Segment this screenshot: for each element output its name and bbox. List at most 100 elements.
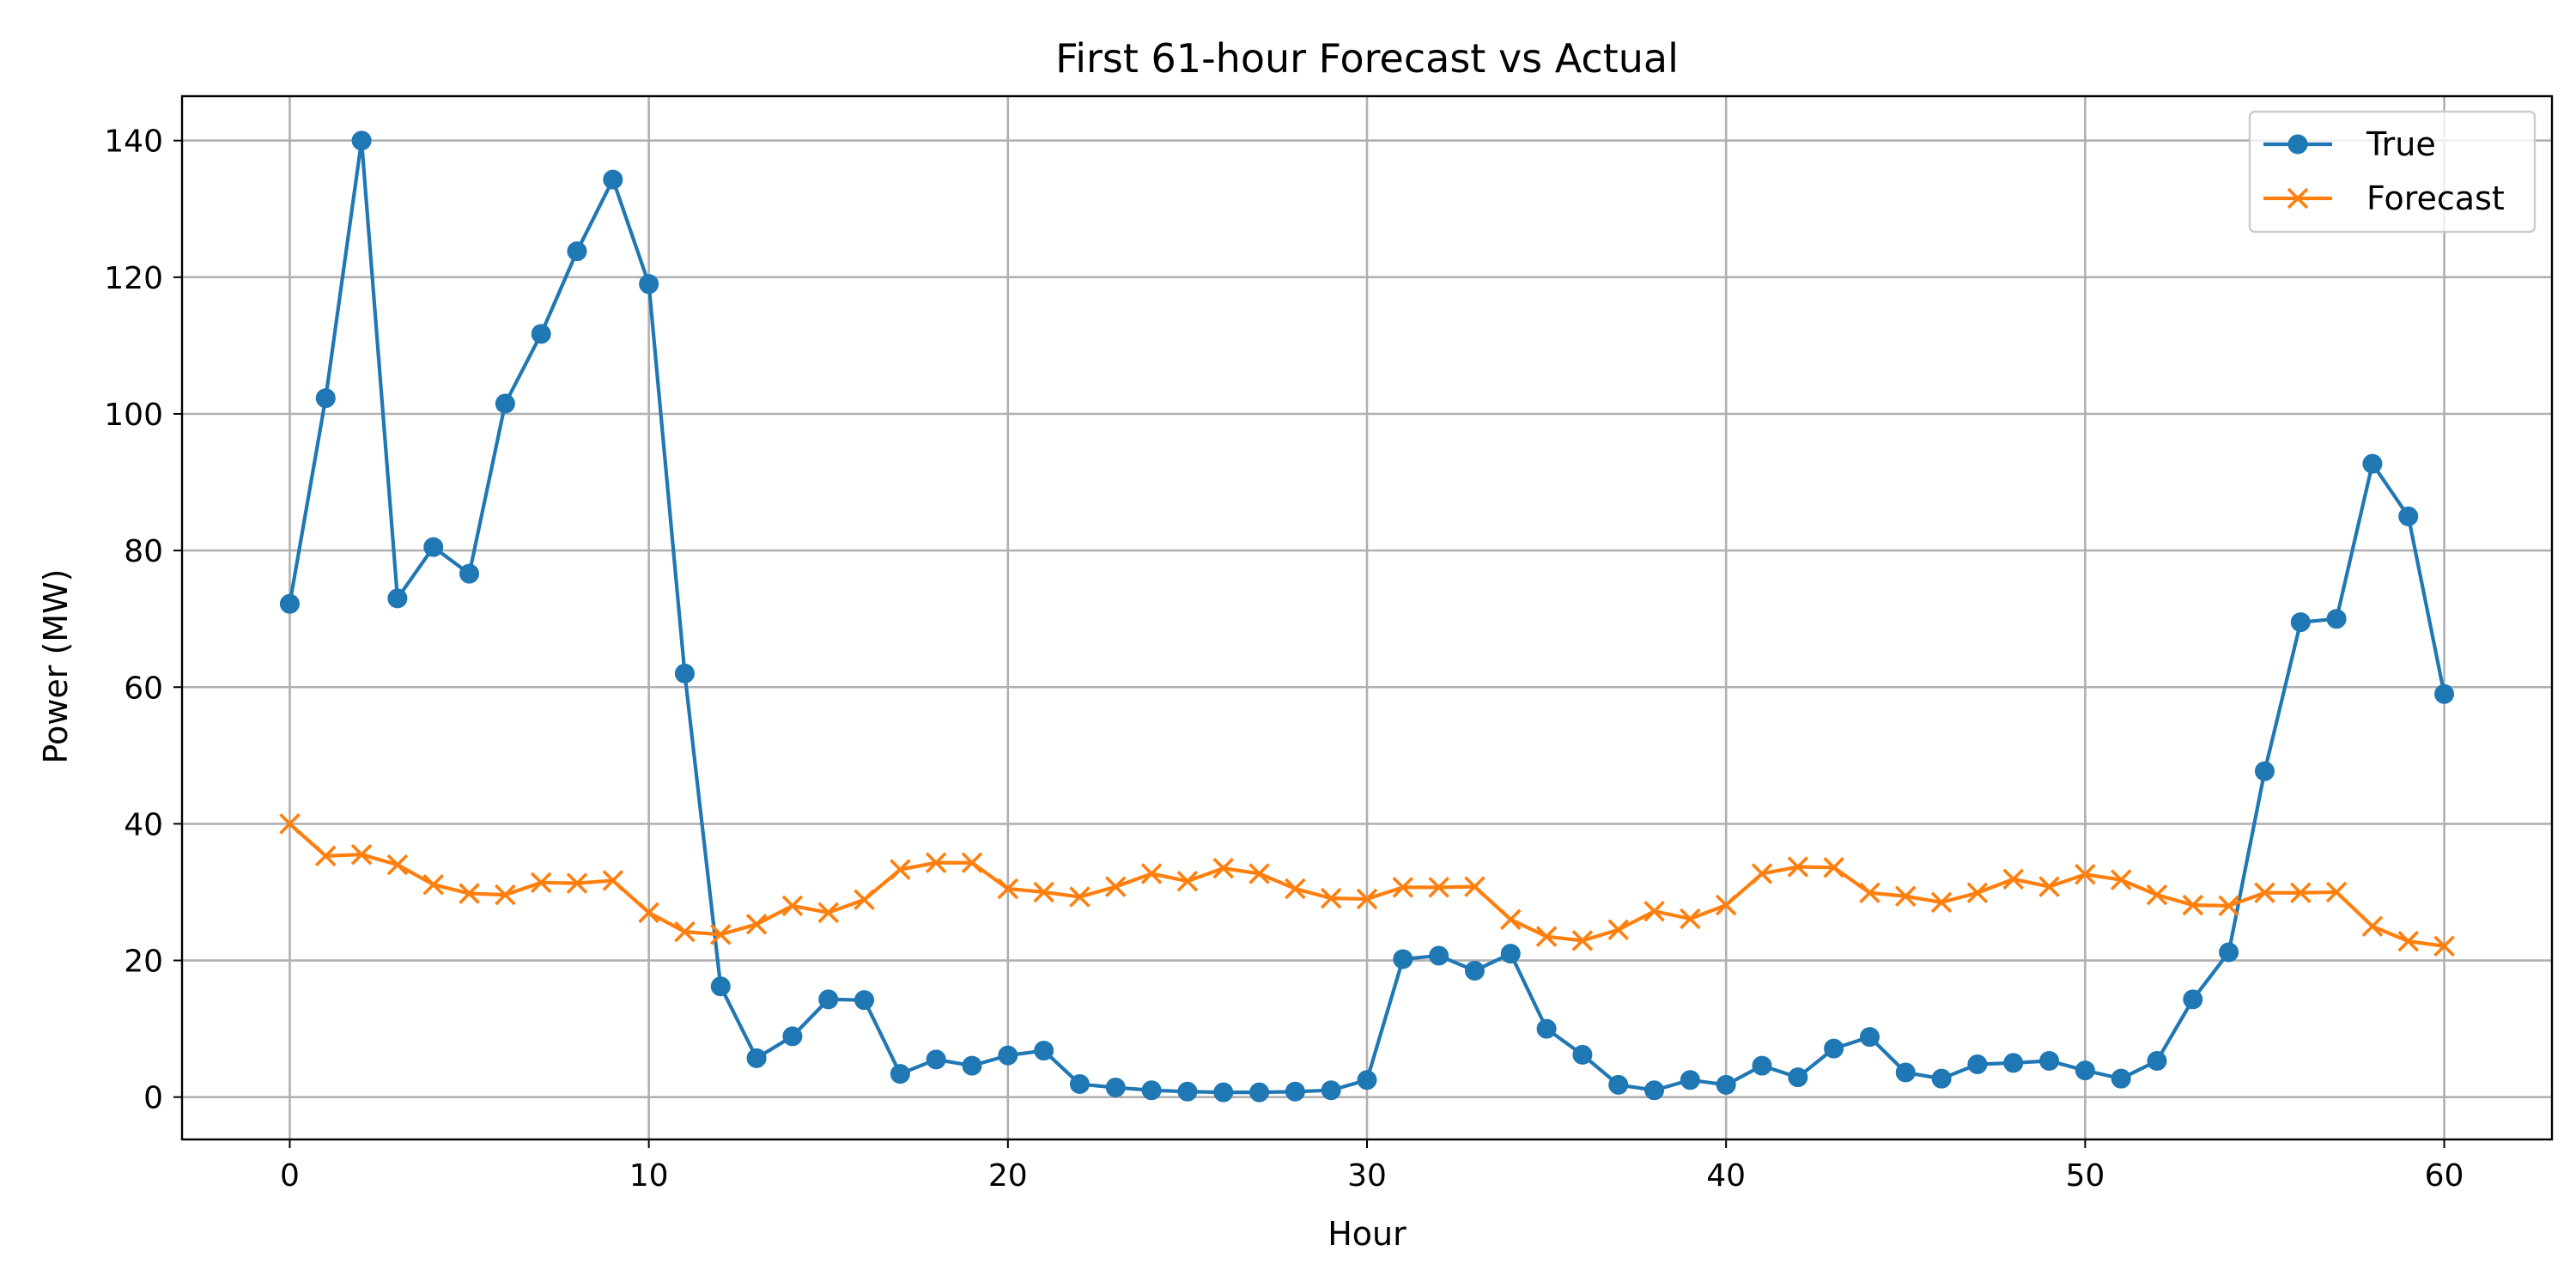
legend-entry-forecast: Forecast — [2263, 179, 2505, 217]
true-point — [1895, 1062, 1916, 1083]
y-tick-label: 0 — [143, 1081, 163, 1116]
true-point — [2039, 1050, 2060, 1071]
forecast-point — [2182, 894, 2204, 916]
true-point — [1716, 1074, 1736, 1095]
true-point — [710, 976, 731, 997]
true-point — [567, 241, 587, 262]
y-tick-label: 60 — [124, 671, 163, 706]
true-point — [315, 388, 336, 409]
forecast-point — [1680, 908, 1701, 930]
forecast-point — [386, 854, 409, 876]
y-tick-label: 80 — [124, 534, 163, 569]
true-point — [1393, 949, 1413, 969]
true-point — [746, 1048, 767, 1068]
true-point — [854, 990, 875, 1011]
axis-ticks: 0 10 20 30 40 50 60 0 20 40 60 80 100 120 140 — [104, 125, 2464, 1194]
forecast-point — [925, 852, 947, 874]
true-point — [1285, 1081, 1305, 1102]
forecast-point — [2361, 915, 2384, 938]
true-point — [1859, 1027, 1880, 1048]
forecast-point — [2038, 876, 2060, 897]
forecast-point — [2397, 930, 2420, 952]
true-point — [818, 989, 839, 1010]
y-tick-label: 100 — [104, 398, 163, 433]
true-point — [1500, 944, 1521, 964]
forecast-point — [495, 884, 516, 906]
y-tick-label: 120 — [104, 261, 163, 296]
forecast-point — [2218, 895, 2239, 917]
true-point — [495, 393, 515, 414]
forecast-point — [710, 924, 732, 945]
forecast-point — [1715, 894, 1737, 916]
true-point — [2290, 612, 2311, 633]
true-point — [2254, 761, 2275, 781]
true-point — [2147, 1050, 2167, 1071]
true-point — [1177, 1081, 1198, 1102]
forecast-point — [1140, 863, 1163, 884]
forecast-point — [459, 883, 480, 904]
forecast-point — [2075, 864, 2096, 885]
x-axis-label: Hour — [1327, 1215, 1406, 1253]
true-point — [1429, 945, 1449, 966]
forecast-point — [1571, 930, 1594, 951]
true-point — [1608, 1074, 1629, 1095]
forecast-point — [1930, 891, 1953, 914]
forecast-point — [566, 872, 588, 894]
forecast-point — [2325, 881, 2348, 903]
true-point — [1967, 1054, 1988, 1074]
true-point — [2434, 683, 2455, 704]
forecast-point — [997, 878, 1019, 900]
true-point — [926, 1049, 946, 1070]
y-axis-label: Power (MW) — [37, 569, 75, 764]
true-point — [1321, 1080, 1341, 1101]
true-point — [1788, 1067, 1808, 1088]
forecast-point — [1464, 876, 1485, 897]
true-point — [351, 131, 372, 151]
forecast-point — [1428, 877, 1449, 898]
true-point — [279, 593, 300, 614]
forecast-point — [1320, 887, 1342, 909]
forecast-point — [1033, 881, 1054, 903]
true-point — [1752, 1055, 1772, 1076]
forecast-point — [745, 914, 768, 935]
forecast-point — [530, 872, 552, 894]
forecast-point — [890, 859, 911, 880]
true-point — [1680, 1070, 1700, 1091]
true-point — [2326, 609, 2347, 629]
series-true — [279, 131, 2455, 1103]
true-point — [2111, 1068, 2131, 1089]
data-series — [279, 131, 2455, 1103]
true-point — [2362, 453, 2383, 474]
true-point — [1464, 960, 1485, 981]
forecast-point — [1249, 863, 1270, 884]
grid-lines — [182, 96, 2552, 1139]
forecast-point — [781, 895, 804, 917]
true-point — [2003, 1053, 2024, 1073]
true-point — [603, 169, 623, 190]
legend-box — [2248, 110, 2537, 234]
true-point — [1644, 1080, 1665, 1101]
forecast-point — [1212, 857, 1235, 879]
forecast-point — [2254, 882, 2275, 904]
forecast-point — [1356, 888, 1378, 910]
forecast-point — [674, 920, 696, 943]
forecast-point — [279, 813, 301, 835]
chart-title: First 61-hour Forecast vs Actual — [1055, 35, 1679, 82]
legend-marker-true — [2287, 134, 2308, 155]
forecast-point — [2002, 868, 2025, 890]
y-tick-label: 40 — [124, 807, 163, 842]
true-point — [1536, 1018, 1557, 1039]
true-point — [1931, 1068, 1952, 1089]
true-point — [1034, 1041, 1054, 1061]
true-point — [1141, 1080, 1162, 1101]
forecast-point — [1285, 878, 1306, 900]
true-point — [1824, 1038, 1844, 1059]
forecast-point — [2146, 884, 2168, 906]
forecast-point — [1176, 870, 1199, 892]
forecast-point — [2110, 869, 2132, 890]
forecast-point — [1787, 856, 1809, 878]
true-point — [423, 537, 444, 557]
true-point — [387, 588, 408, 609]
